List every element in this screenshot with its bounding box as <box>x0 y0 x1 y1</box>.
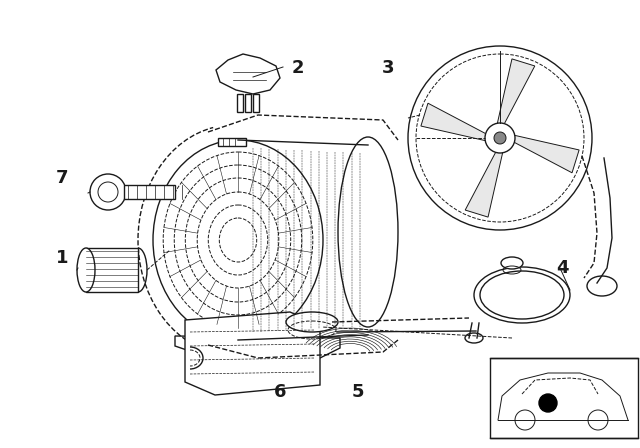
Text: 7: 7 <box>56 169 68 187</box>
Ellipse shape <box>501 257 523 269</box>
Polygon shape <box>496 59 535 129</box>
Text: 5: 5 <box>352 383 364 401</box>
Ellipse shape <box>77 248 95 292</box>
Text: 6: 6 <box>274 383 286 401</box>
Polygon shape <box>421 103 491 142</box>
Text: 2: 2 <box>292 59 304 77</box>
Circle shape <box>515 410 535 430</box>
Bar <box>245 94 251 112</box>
Ellipse shape <box>474 267 570 323</box>
Circle shape <box>494 132 506 144</box>
Circle shape <box>90 174 126 210</box>
Polygon shape <box>509 134 579 173</box>
Polygon shape <box>216 54 280 94</box>
Circle shape <box>539 394 557 412</box>
Bar <box>490 358 638 438</box>
Circle shape <box>588 410 608 430</box>
Text: 4: 4 <box>556 259 568 277</box>
Ellipse shape <box>286 312 338 332</box>
Bar <box>253 94 259 112</box>
Text: 3: 3 <box>381 59 394 77</box>
Text: 1: 1 <box>56 249 68 267</box>
Bar <box>218 138 246 146</box>
Ellipse shape <box>465 333 483 343</box>
Bar <box>86 248 138 292</box>
Bar <box>124 185 175 199</box>
Circle shape <box>485 123 515 153</box>
Ellipse shape <box>480 271 564 319</box>
Polygon shape <box>185 312 320 395</box>
Bar <box>237 94 243 112</box>
Circle shape <box>408 46 592 230</box>
Polygon shape <box>465 147 504 217</box>
Ellipse shape <box>587 276 617 296</box>
